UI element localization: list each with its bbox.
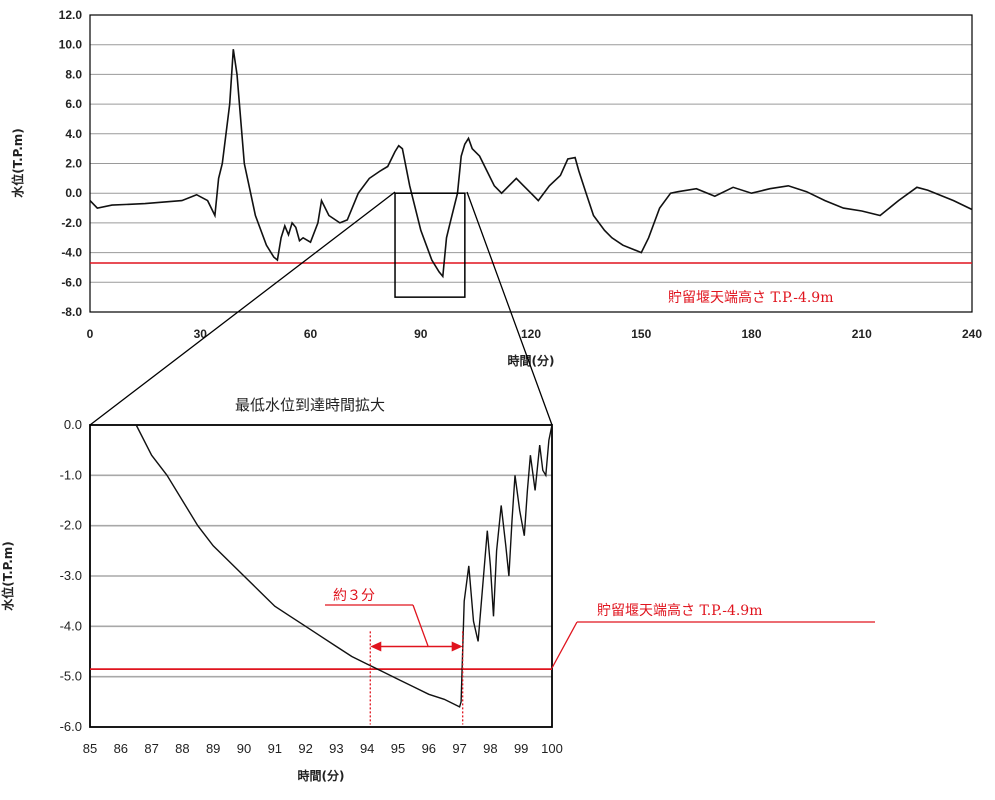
x-tick-label: 92 [298, 741, 312, 756]
x-tick-label: 93 [329, 741, 343, 756]
y-tick-label: 8.0 [65, 67, 82, 81]
x-tick-label: 30 [194, 327, 208, 341]
y-tick-label: -2.0 [61, 216, 82, 230]
x-tick-label: 90 [414, 327, 428, 341]
detail-chart: 最低水位到達時間拡大 0.0 -1.0 -2.0 -3.0 -4.0 -5.0 -6.0 8… [0, 396, 875, 783]
y-tick-label: 4.0 [65, 127, 82, 141]
y-tick-label: -4.0 [60, 618, 82, 633]
y-tick-label: -2.0 [60, 518, 82, 533]
y-tick-label: -3.0 [60, 568, 82, 583]
detail-title: 最低水位到達時間拡大 [235, 396, 385, 414]
x-tick-label: 85 [83, 741, 97, 756]
x-tick-label: 210 [852, 327, 872, 341]
overview-ref-label: 貯留堰天端高さ T.P.-4.9m [668, 289, 833, 306]
y-tick-label: -1.0 [60, 467, 82, 482]
overview-plot-area [89, 14, 973, 313]
x-tick-label: 99 [514, 741, 528, 756]
y-tick-label: -5.0 [60, 669, 82, 684]
x-tick-label: 87 [144, 741, 158, 756]
y-tick-label: -4.0 [61, 246, 82, 260]
y-tick-label: 0.0 [65, 186, 82, 200]
overview-x-ticks: 0 30 60 90 120 150 180 210 240 [87, 327, 983, 341]
detail-y-axis-label: 水位(T.P.m) [0, 541, 15, 611]
x-tick-label: 95 [391, 741, 405, 756]
overview-y-axis-label: 水位(T.P.m) [10, 128, 25, 198]
x-tick-label: 0 [87, 327, 94, 341]
x-tick-label: 150 [631, 327, 651, 341]
overview-series-line [89, 49, 973, 279]
y-tick-label: 0.0 [64, 417, 82, 432]
x-tick-label: 96 [422, 741, 436, 756]
zoom-connector-left [89, 191, 396, 426]
y-tick-label: -8.0 [61, 305, 82, 319]
x-tick-label: 86 [114, 741, 128, 756]
overview-y-ticks: 12.0 10.0 8.0 6.0 4.0 2.0 0.0 -2.0 -4.0 -6.0 -8.0 [59, 8, 83, 319]
y-tick-label: -6.0 [61, 275, 82, 289]
annotation-arrow-head-right [451, 641, 463, 652]
detail-plot-area [89, 424, 553, 728]
detail-ref-leader-diagonal [551, 621, 578, 669]
y-tick-label: -6.0 [60, 719, 82, 734]
detail-y-ticks: 0.0 -1.0 -2.0 -3.0 -4.0 -5.0 -6.0 [60, 417, 82, 734]
y-tick-label: 6.0 [65, 97, 82, 111]
x-tick-label: 94 [360, 741, 374, 756]
detail-series-line [135, 424, 553, 708]
x-tick-label: 100 [541, 741, 563, 756]
annotation-leader-diagonal [412, 604, 429, 647]
overview-chart: 12.010.08.06.04.02.00.0-2.0-4.0-6.0-8.0 … [10, 8, 982, 368]
x-tick-label: 180 [741, 327, 761, 341]
x-tick-label: 98 [483, 741, 497, 756]
x-tick-label: 97 [452, 741, 466, 756]
detail-x-axis-label: 時間(分) [298, 768, 345, 783]
detail-gridlines [90, 474, 552, 678]
y-tick-label: 10.0 [59, 38, 83, 52]
zoom-box [394, 192, 466, 298]
x-tick-label: 91 [268, 741, 282, 756]
x-tick-label: 89 [206, 741, 220, 756]
x-tick-label: 240 [962, 327, 982, 341]
detail-x-ticks: 85 86 87 88 89 90 91 92 93 94 95 96 97 98 99 100 [83, 741, 563, 756]
x-tick-label: 120 [521, 327, 541, 341]
detail-ref-label: 貯留堰天端高さ T.P.-4.9m [597, 602, 762, 619]
zoom-connector-right [466, 191, 553, 426]
y-tick-label: 12.0 [59, 8, 83, 22]
annotation-arrow-head-left [370, 641, 382, 652]
x-tick-label: 90 [237, 741, 251, 756]
y-tick-label: 2.0 [65, 157, 82, 171]
x-tick-label: 88 [175, 741, 189, 756]
x-tick-label: 60 [304, 327, 318, 341]
overview-x-axis-label: 時間(分) [508, 353, 555, 368]
annotation-label: 約３分 [333, 588, 375, 604]
